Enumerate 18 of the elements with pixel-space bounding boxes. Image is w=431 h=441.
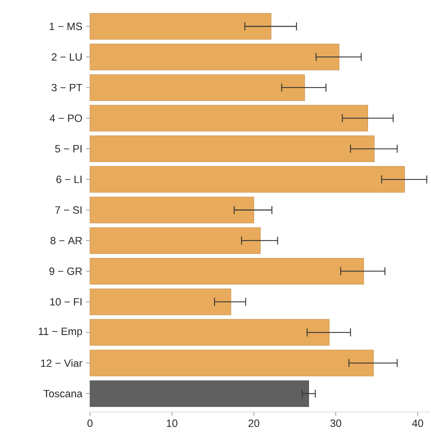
y-tick-label: 7 − SI <box>55 206 82 214</box>
x-tick-label: 0 <box>87 420 93 427</box>
x-tick-label: 30 <box>330 420 342 427</box>
y-tick-label: 2 − LU <box>52 53 82 61</box>
x-tick-label: 40 <box>412 420 424 427</box>
y-tick-label: Toscana <box>44 390 82 398</box>
y-tick-label: 10 − FI <box>50 298 82 306</box>
y-tick-label: 12 − Viar <box>41 359 82 367</box>
y-tick-label: 1 − MS <box>50 22 82 30</box>
y-tick-label: 6 − LI <box>56 176 82 184</box>
y-tick-label: 5 − PI <box>55 145 82 152</box>
y-tick-label: 4 − PO <box>50 114 82 122</box>
y-tick-label: 3 − PT <box>52 84 82 92</box>
x-tick-label: 20 <box>248 420 260 427</box>
y-tick-label: 9 − GR <box>49 268 82 275</box>
x-tick-label: 10 <box>166 420 178 427</box>
y-tick-label: 8 − AR <box>50 236 82 244</box>
y-tick-label: 11 − Emp <box>38 328 82 338</box>
